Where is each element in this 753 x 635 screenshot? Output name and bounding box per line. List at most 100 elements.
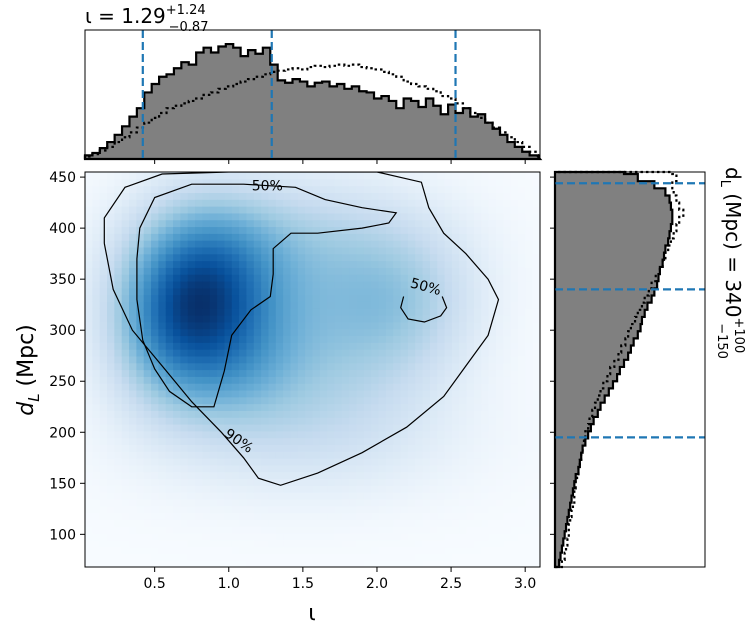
heatmap-cell bbox=[400, 485, 409, 493]
heatmap-cell bbox=[143, 532, 152, 541]
heatmap-cell bbox=[129, 410, 137, 418]
heatmap-cell bbox=[165, 417, 174, 425]
heatmap-cell bbox=[407, 532, 416, 541]
heatmap-cell bbox=[246, 376, 255, 384]
heatmap-cell bbox=[415, 451, 424, 459]
heatmap-cell bbox=[334, 471, 343, 480]
heatmap-cell bbox=[400, 560, 409, 567]
heatmap-cell bbox=[341, 267, 350, 275]
heatmap-cell bbox=[209, 355, 218, 364]
heatmap-cell bbox=[143, 376, 152, 384]
heatmap-cell bbox=[466, 539, 475, 548]
heatmap-cell bbox=[224, 458, 233, 466]
heatmap-cell bbox=[209, 280, 218, 289]
heatmap-cell bbox=[305, 464, 314, 473]
heatmap-cell bbox=[327, 240, 336, 248]
heatmap-cell bbox=[532, 417, 540, 425]
heatmap-cell bbox=[283, 246, 292, 255]
heatmap-cell bbox=[246, 546, 255, 554]
heatmap-cell bbox=[356, 287, 365, 296]
heatmap-cell bbox=[400, 369, 409, 377]
heatmap-cell bbox=[209, 342, 218, 350]
heatmap-cell bbox=[239, 226, 248, 234]
heatmap-cell bbox=[92, 410, 101, 418]
heatmap-cell bbox=[253, 492, 262, 500]
heatmap-cell bbox=[444, 444, 453, 452]
heatmap-cell bbox=[114, 389, 123, 398]
heatmap-cell bbox=[488, 212, 497, 221]
heatmap-cell bbox=[231, 485, 240, 493]
heatmap-cell bbox=[363, 178, 372, 187]
heatmap-cell bbox=[371, 532, 380, 541]
heatmap-cell bbox=[253, 383, 262, 391]
heatmap-cell bbox=[503, 539, 512, 548]
heatmap-cell bbox=[158, 512, 167, 520]
heatmap-cell bbox=[488, 280, 497, 289]
heatmap-cell bbox=[85, 294, 93, 302]
heatmap-cell bbox=[231, 362, 240, 371]
heatmap-cell bbox=[510, 294, 519, 302]
heatmap-cell bbox=[415, 240, 424, 248]
heatmap-cell bbox=[224, 492, 233, 500]
heatmap-cell bbox=[415, 498, 424, 507]
heatmap-cell bbox=[444, 512, 453, 520]
heatmap-cell bbox=[143, 172, 152, 180]
heatmap-cell bbox=[481, 389, 490, 398]
heatmap-cell bbox=[92, 430, 101, 439]
heatmap-cell bbox=[209, 219, 218, 228]
heatmap-cell bbox=[356, 553, 365, 561]
heatmap-cell bbox=[246, 430, 255, 439]
heatmap-cell bbox=[451, 512, 460, 520]
heatmap-cell bbox=[349, 376, 358, 384]
heatmap-cell bbox=[407, 199, 416, 207]
heatmap-cell bbox=[466, 172, 475, 180]
heatmap-cell bbox=[129, 315, 137, 323]
heatmap-cell bbox=[107, 505, 115, 514]
heatmap-cell bbox=[532, 526, 540, 534]
heatmap-cell bbox=[202, 478, 211, 486]
heatmap-cell bbox=[407, 458, 416, 466]
heatmap-cell bbox=[85, 444, 93, 452]
heatmap-cell bbox=[334, 172, 343, 180]
heatmap-cell bbox=[517, 498, 526, 507]
heatmap-cell bbox=[158, 444, 167, 452]
heatmap-cell bbox=[290, 437, 299, 446]
heatmap-cell bbox=[158, 240, 167, 248]
heatmap-cell bbox=[195, 485, 204, 493]
heatmap-cell bbox=[437, 219, 446, 228]
heatmap-cell bbox=[319, 342, 328, 350]
heatmap-cell bbox=[312, 246, 321, 255]
heatmap-cell bbox=[224, 335, 233, 343]
heatmap-cell bbox=[451, 383, 460, 391]
main-2d-panel: 90%50%50% 0.5 1.0 1.5 2.0 2.5 3.0 10015020025… bbox=[14, 159, 555, 626]
heatmap-cell bbox=[510, 403, 519, 411]
heatmap-cell bbox=[165, 560, 174, 567]
heatmap-cell bbox=[165, 444, 174, 452]
heatmap-cell bbox=[437, 287, 446, 296]
heatmap-cell bbox=[165, 546, 174, 554]
heatmap-cell bbox=[297, 362, 306, 371]
heatmap-cell bbox=[92, 553, 101, 561]
heatmap-cell bbox=[187, 451, 196, 459]
heatmap-cell bbox=[517, 539, 526, 548]
heatmap-cell bbox=[165, 294, 174, 302]
heatmap-cell bbox=[107, 526, 115, 534]
heatmap-cell bbox=[363, 458, 372, 466]
heatmap-cell bbox=[459, 178, 468, 187]
heatmap-cell bbox=[158, 355, 167, 364]
heatmap-cell bbox=[297, 212, 306, 221]
heatmap-cell bbox=[400, 219, 409, 228]
heatmap-cell bbox=[290, 546, 299, 554]
heatmap-cell bbox=[393, 532, 402, 541]
heatmap-cell bbox=[114, 328, 123, 337]
heatmap-cell bbox=[195, 417, 204, 425]
heatmap-cell bbox=[158, 458, 167, 466]
heatmap-cell bbox=[283, 253, 292, 262]
main-panel-frame bbox=[84, 171, 541, 568]
heatmap-cell bbox=[334, 335, 343, 343]
heatmap-cell bbox=[224, 444, 233, 452]
heatmap-cell bbox=[319, 423, 328, 432]
heatmap-cell bbox=[143, 410, 152, 418]
heatmap-cell bbox=[217, 560, 226, 567]
heatmap-cell bbox=[503, 369, 512, 377]
